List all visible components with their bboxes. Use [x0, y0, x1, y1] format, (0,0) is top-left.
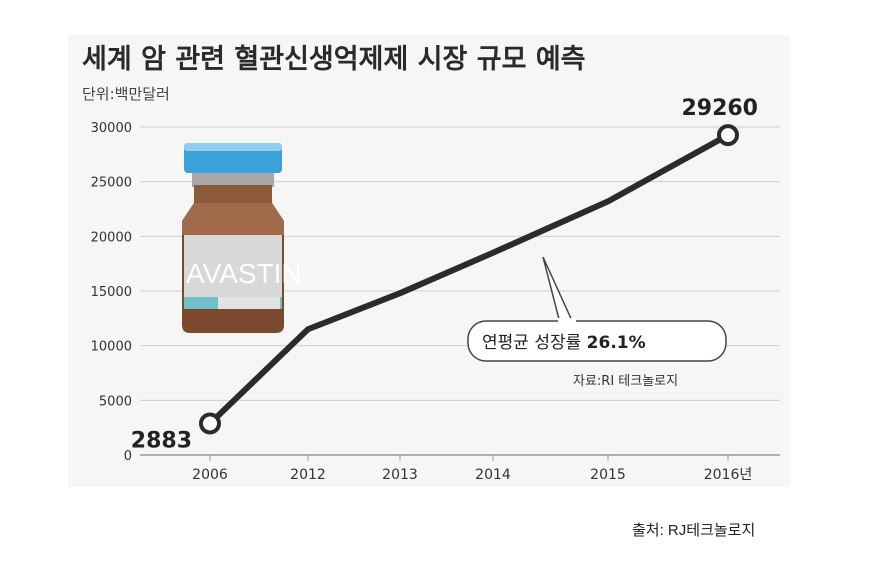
y-tick-label: 5000: [99, 394, 132, 409]
y-tick-label: 30000: [91, 121, 132, 136]
callout-text: 연평균 성장률 26.1%: [482, 333, 646, 353]
data-point-marker: [717, 124, 739, 147]
y-tick-label: 25000: [91, 176, 132, 191]
y-tick-label: 0: [124, 449, 132, 464]
series-line: [207, 132, 731, 427]
chart-frame: 세계 암 관련 혈관신생억제제 시장 규모 예측 단위:백만달러 0 5000 10…: [68, 35, 790, 487]
y-tick-label: 10000: [91, 340, 132, 355]
x-tick-label: 2016년: [704, 467, 753, 483]
x-tick-label: 2006: [192, 467, 228, 483]
data-point-marker: [199, 412, 221, 435]
line-chart: 세계 암 관련 혈관신생억제제 시장 규모 예측 단위:백만달러 0 5000 10…: [82, 44, 780, 483]
callout-value: 26.1%: [587, 333, 646, 353]
x-tick-label: 2015: [590, 467, 626, 483]
callout-prefix: 연평균 성장률: [482, 333, 587, 353]
unit-label: 단위:백만달러: [82, 85, 170, 103]
inner-source-label: 자료:RI 테크놀로지: [573, 374, 678, 389]
x-tick-label: 2012: [290, 467, 326, 483]
y-axis-ticks: 0 5000 10000 15000 20000 25000 30000: [91, 121, 132, 464]
data-label-last: 29260: [681, 96, 758, 121]
y-tick-label: 20000: [91, 230, 132, 245]
data-label-first: 2883: [131, 428, 192, 453]
y-tick-label: 15000: [91, 285, 132, 300]
chart-title: 세계 암 관련 혈관신생억제제 시장 규모 예측: [82, 44, 586, 75]
source-caption: 출처: RJ테크놀로지: [632, 522, 756, 539]
growth-callout: 연평균 성장률 26.1%: [467, 256, 727, 362]
bottle-label: AVASTIN: [186, 258, 302, 289]
x-tick-label: 2014: [475, 467, 511, 483]
x-axis-ticks: 2006 2012 2013 2014 2015 2016년: [192, 455, 752, 483]
avastin-bottle-image: AVASTIN: [182, 143, 302, 333]
data-points: [199, 124, 739, 435]
x-tick-label: 2013: [382, 467, 418, 483]
